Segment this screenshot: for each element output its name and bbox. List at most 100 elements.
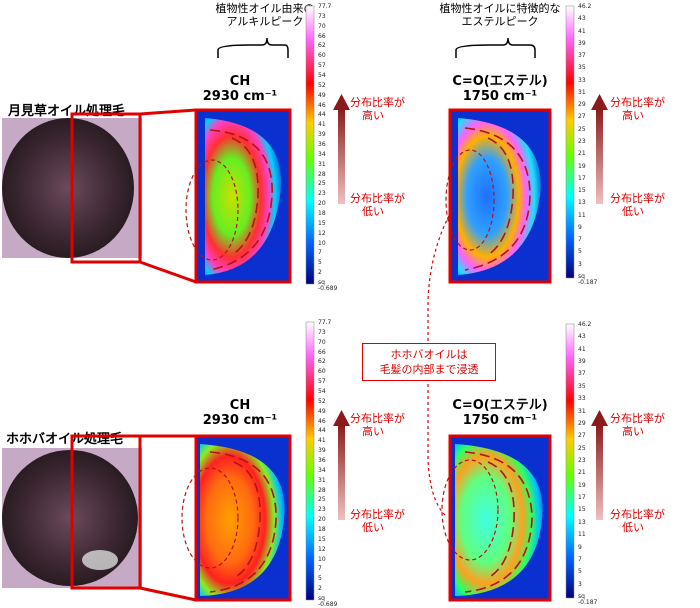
colorbar-tick-label: 27 bbox=[578, 432, 586, 439]
colorbar-tick-label: 44 bbox=[318, 427, 326, 434]
colorbar-tick-label: 23 bbox=[318, 506, 326, 513]
wavenumber-label: 1750 cm⁻¹ bbox=[462, 413, 538, 428]
colorbar-tick-label: 54 bbox=[318, 388, 326, 395]
colorbar-tick-label: 19 bbox=[578, 482, 586, 489]
colorbar-tick-label: 25 bbox=[318, 496, 326, 503]
colorbar-tick-label: 19 bbox=[578, 163, 586, 170]
panel-header-ch-bottom: CH 2930 cm⁻¹ bbox=[195, 398, 285, 428]
brace-ester bbox=[455, 37, 536, 58]
colorbar-tick-label: sq -0.689 bbox=[318, 595, 338, 608]
label-high-co-bottom: 分布比率が 高い bbox=[610, 412, 665, 438]
label-text: 分布比率が bbox=[610, 96, 665, 109]
label-low-co-top: 分布比率が 低い bbox=[610, 192, 665, 218]
colorbar-tick-label: 49 bbox=[318, 92, 326, 99]
colorbar-tick-label: 18 bbox=[318, 210, 326, 217]
colorbar-tick-label: 13 bbox=[578, 199, 586, 206]
colorbar-tick-label: 9 bbox=[578, 544, 582, 551]
colorbar-tick-label: 77.7 bbox=[318, 3, 332, 10]
peak-label: C=O(エステル) bbox=[452, 398, 548, 413]
colorbar-tick-label: 18 bbox=[318, 526, 326, 533]
annotation-alkyl-peak: 植物性オイル由来の アルキルピーク bbox=[195, 2, 335, 28]
colorbar-tick-label: 11 bbox=[578, 212, 586, 219]
annotation-ester-peak: 植物性オイルに特徴的な エステルピーク bbox=[425, 2, 575, 28]
colorbar-tick-label: 27 bbox=[578, 113, 586, 120]
colorbar-tick-label: 9 bbox=[578, 224, 582, 231]
zoom-line bbox=[139, 108, 197, 116]
label-text: 分布比率が bbox=[610, 508, 665, 521]
hair-highlight bbox=[82, 550, 118, 570]
zoom-line bbox=[139, 260, 197, 284]
panel-header-co-top: C=O(エステル) 1750 cm⁻¹ bbox=[440, 74, 560, 104]
colorbar-tick-label: 31 bbox=[318, 477, 326, 484]
peak-label: C=O(エステル) bbox=[452, 74, 548, 89]
distribution-arrow bbox=[591, 410, 608, 520]
label-text: 分布比率が bbox=[350, 96, 405, 109]
colorbar-tick-label: 73 bbox=[318, 13, 326, 20]
colorbar-tick-label: 54 bbox=[318, 72, 326, 79]
callout-box: ホホバオイルは 毛髪の内部まで浸透 bbox=[362, 343, 496, 381]
colorbar-ticks-co-top: 46.2 43 41 39 37 35 33 31 29 27 25 23 21 19 17 15 13 11 9 7… bbox=[578, 4, 600, 286]
label-text: 分布比率が bbox=[350, 192, 405, 205]
colorbar-tick-label: 25 bbox=[318, 180, 326, 187]
label-text: 分布比率が bbox=[610, 412, 665, 425]
label-low-ch-top: 分布比率が 低い bbox=[350, 192, 405, 218]
map-frame bbox=[194, 108, 292, 284]
label-text: 低い bbox=[622, 205, 644, 218]
colorbar-tick-label: 46.2 bbox=[578, 321, 592, 328]
colorbar-tick-label: 41 bbox=[318, 121, 326, 128]
colorbar-tick-label: 36 bbox=[318, 141, 326, 148]
dashed-core-outline bbox=[181, 467, 239, 569]
colorbar-tick-label: 12 bbox=[318, 546, 326, 553]
colorbar-tick-label: 39 bbox=[318, 447, 326, 454]
label-text: 低い bbox=[362, 521, 384, 534]
colorbar-tick-label: 5 bbox=[318, 575, 322, 582]
colorbar-tick-label: 41 bbox=[318, 437, 326, 444]
panel-header-ch-top: CH 2930 cm⁻¹ bbox=[195, 74, 285, 104]
colorbar-tick-label: 25 bbox=[578, 126, 586, 133]
colorbar-ticks-co-bottom: 46.2 43 41 39 37 35 33 31 29 27 25 23 21 19 17 15 13 11 9 7… bbox=[578, 321, 600, 606]
colorbar-tick-label: 23 bbox=[578, 457, 586, 464]
dashed-cuticle-outline bbox=[464, 127, 531, 271]
distribution-arrow bbox=[333, 94, 350, 204]
colorbar-tick-label: 44 bbox=[318, 111, 326, 118]
label-text: 低い bbox=[622, 521, 644, 534]
colorbar-tick-label: 2 bbox=[318, 269, 322, 276]
label-text: 低い bbox=[362, 205, 384, 218]
colorbar-tick-label: 31 bbox=[318, 161, 326, 168]
dashed-core-outline bbox=[445, 149, 495, 251]
colorbar-tick-label: 5 bbox=[318, 259, 322, 266]
label-text: 分布比率が bbox=[350, 412, 405, 425]
map-frame bbox=[448, 108, 552, 284]
colorbar-tick-label: 52 bbox=[318, 398, 326, 405]
callout-line2: 毛髪の内部まで浸透 bbox=[379, 363, 479, 376]
colorbar-ch-top bbox=[305, 5, 315, 285]
colorbar-tick-label: 15 bbox=[318, 220, 326, 227]
colorbar-tick-label: 7 bbox=[578, 556, 582, 563]
dashed-cuticle-outline bbox=[464, 451, 533, 593]
label-text: 高い bbox=[622, 425, 644, 438]
zoom-box-top bbox=[70, 112, 142, 264]
colorbar-tick-label: 41 bbox=[578, 346, 586, 353]
colorbar-tick-label: 60 bbox=[318, 52, 326, 59]
dashed-core-outline bbox=[185, 159, 239, 261]
colorbar-tick-label: 20 bbox=[318, 200, 326, 207]
hair-cross-section-bottom bbox=[2, 450, 138, 586]
colorbar-tick-label: 33 bbox=[578, 395, 586, 402]
colorbar-co-bottom bbox=[565, 323, 575, 599]
label-high-ch-top: 分布比率が 高い bbox=[350, 96, 405, 122]
dashed-core-outline bbox=[441, 459, 499, 561]
label-low-ch-bottom: 分布比率が 低い bbox=[350, 508, 405, 534]
label-text: 分布比率が bbox=[350, 508, 405, 521]
colorbar-tick-label: 12 bbox=[318, 230, 326, 237]
colorbar-tick-label: 7 bbox=[578, 236, 582, 243]
colorbar-tick-label: 29 bbox=[578, 420, 586, 427]
colorbar-tick-label: 25 bbox=[578, 445, 586, 452]
colorbar-tick-label: 21 bbox=[578, 469, 586, 476]
colorbar-tick-label: 57 bbox=[318, 378, 326, 385]
annotation-alkyl-line1: 植物性オイル由来の bbox=[215, 2, 315, 15]
colorbar-tick-label: 34 bbox=[318, 151, 326, 158]
colorbar-tick-label: 43 bbox=[578, 15, 586, 22]
colorbar-tick-label: 41 bbox=[578, 28, 586, 35]
peak-label: CH bbox=[229, 74, 251, 89]
colorbar-tick-label: 37 bbox=[578, 370, 586, 377]
